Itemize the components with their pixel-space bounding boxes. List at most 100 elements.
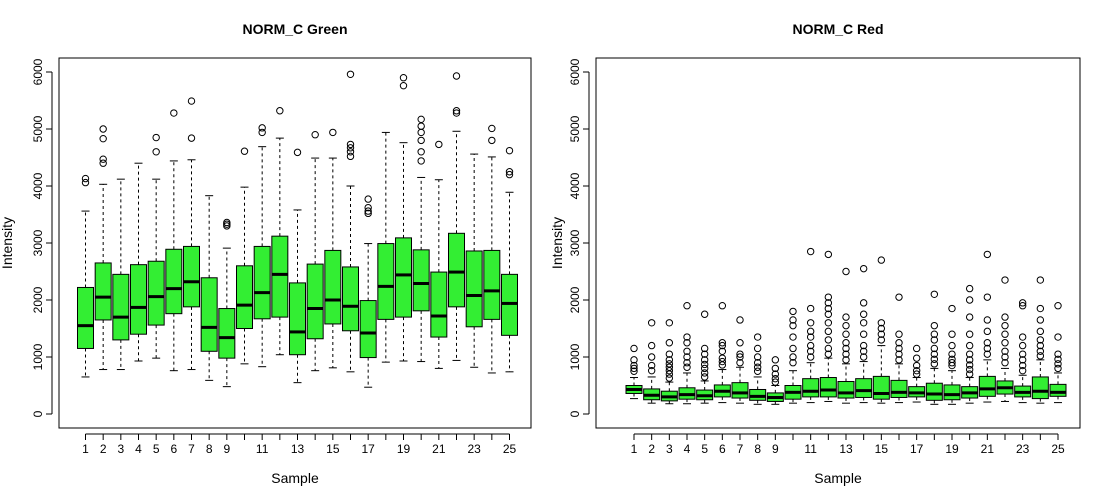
outlier-point bbox=[1036, 352, 1045, 360]
outlier-point bbox=[948, 355, 956, 363]
outlier-point bbox=[824, 336, 833, 344]
outlier-point bbox=[983, 339, 992, 347]
outlier-point bbox=[700, 350, 709, 358]
outlier-point bbox=[1001, 313, 1009, 321]
outlier-point bbox=[700, 344, 709, 353]
outlier-point bbox=[983, 316, 992, 324]
outlier-point bbox=[364, 203, 372, 212]
y-tick-label: 3000 bbox=[568, 229, 582, 256]
outlier-point bbox=[877, 319, 886, 327]
outlier-point bbox=[842, 330, 850, 338]
box bbox=[819, 377, 837, 398]
y-tick-label: 4000 bbox=[31, 172, 45, 199]
box bbox=[289, 282, 306, 356]
outlier-point bbox=[771, 370, 780, 378]
outlier-point bbox=[948, 304, 956, 313]
outlier-point bbox=[700, 356, 709, 364]
outlier-point bbox=[1018, 356, 1027, 364]
x-tick-label: 9 bbox=[223, 442, 230, 456]
outlier-point bbox=[718, 339, 727, 347]
outlier-point bbox=[824, 327, 833, 336]
y-axis-label: Intensity bbox=[550, 217, 565, 269]
outlier-point bbox=[753, 359, 762, 367]
x-tick-label: 13 bbox=[839, 442, 853, 456]
x-tick-label: 8 bbox=[754, 442, 761, 456]
box bbox=[483, 249, 501, 320]
outlier-point bbox=[859, 264, 868, 273]
outlier-point bbox=[895, 293, 903, 301]
outlier-point bbox=[842, 267, 850, 276]
outlier-point bbox=[346, 70, 355, 78]
outlier-point bbox=[1001, 276, 1009, 284]
outlier-point bbox=[965, 284, 974, 293]
outlier-point bbox=[824, 350, 833, 358]
outlier-point bbox=[276, 107, 284, 115]
outlier-point bbox=[1018, 302, 1027, 310]
outlier-point bbox=[895, 350, 903, 358]
outlier-point bbox=[1018, 341, 1027, 350]
outlier-point bbox=[806, 347, 815, 355]
outlier-point bbox=[665, 350, 674, 358]
outlier-point bbox=[435, 140, 443, 149]
outlier-point bbox=[824, 299, 833, 307]
outlier-point bbox=[965, 361, 974, 369]
outlier-point bbox=[842, 321, 850, 330]
box bbox=[855, 378, 873, 398]
red-panel: NORM_C Red 0 1000 2000 3000 4000 5000 6000 Inten… bbox=[550, 0, 1100, 500]
chart-title: NORM_C Red bbox=[792, 21, 883, 37]
outlier-point bbox=[505, 146, 514, 155]
x-tick-label: 1 bbox=[631, 442, 638, 456]
outlier-point bbox=[1018, 333, 1027, 341]
outlier-point bbox=[452, 107, 461, 115]
outlier-point bbox=[223, 218, 231, 227]
outlier-point bbox=[753, 367, 762, 375]
outlier-point bbox=[736, 316, 744, 324]
outlier-point bbox=[789, 344, 797, 353]
outlier-point bbox=[647, 361, 656, 370]
outlier-point bbox=[930, 360, 939, 368]
outlier-point bbox=[736, 359, 744, 367]
outlier-point bbox=[81, 174, 90, 183]
outlier-point bbox=[683, 359, 691, 367]
outlier-point bbox=[1001, 347, 1009, 355]
outlier-point bbox=[152, 133, 160, 142]
outlier-point bbox=[930, 350, 939, 358]
box bbox=[236, 265, 253, 329]
outlier-point bbox=[647, 353, 656, 361]
x-tick-label: 4 bbox=[135, 442, 142, 456]
outlier-point bbox=[1054, 360, 1062, 368]
outlier-point bbox=[1054, 333, 1062, 341]
x-tick-label: 4 bbox=[684, 442, 691, 456]
outlier-point bbox=[647, 319, 656, 327]
outlier-point bbox=[895, 330, 903, 338]
box bbox=[978, 375, 996, 397]
box bbox=[925, 382, 943, 401]
x-axis-label: Sample bbox=[814, 470, 862, 486]
box bbox=[271, 235, 289, 318]
outlier-point bbox=[1018, 361, 1027, 370]
outlier-point bbox=[983, 250, 992, 259]
outlier-point bbox=[1054, 355, 1062, 363]
y-tick-label: 5000 bbox=[568, 115, 582, 142]
outlier-point bbox=[417, 136, 425, 145]
outlier-point bbox=[1054, 302, 1062, 310]
outlier-point bbox=[859, 353, 868, 361]
outlier-point bbox=[948, 350, 956, 358]
outlier-point bbox=[824, 310, 833, 318]
x-tick-label: 6 bbox=[170, 442, 177, 456]
outlier-point bbox=[736, 350, 744, 358]
y-tick-label: 4000 bbox=[568, 172, 582, 199]
outlier-point bbox=[630, 364, 638, 373]
outlier-point bbox=[665, 374, 674, 382]
y-tick-label: 0 bbox=[568, 410, 582, 417]
outlier-point bbox=[877, 330, 886, 338]
outlier-point bbox=[965, 330, 974, 338]
outlier-point bbox=[311, 131, 319, 139]
outlier-point bbox=[488, 124, 496, 133]
y-axis-label: Intensity bbox=[0, 217, 15, 269]
outlier-point bbox=[895, 339, 903, 347]
outlier-point bbox=[1036, 304, 1045, 313]
outlier-point bbox=[99, 155, 107, 163]
x-tick-label: 5 bbox=[701, 442, 708, 456]
outlier-point bbox=[700, 364, 709, 373]
